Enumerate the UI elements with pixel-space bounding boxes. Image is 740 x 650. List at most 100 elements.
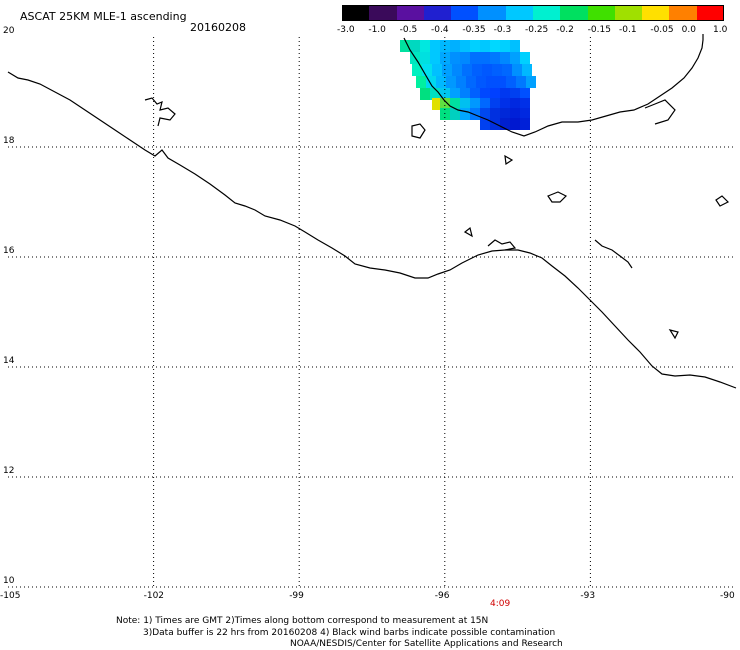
swath-cell <box>510 118 520 130</box>
swath-cell <box>490 52 500 64</box>
colorbar-tick-label: -3.0 <box>337 25 355 35</box>
latitude-label: 16 <box>3 246 15 256</box>
swath-cell <box>420 40 430 52</box>
product-title: ASCAT 25KM MLE-1 ascending <box>20 10 187 23</box>
swath-cell <box>416 76 426 88</box>
swath-cell <box>432 64 442 76</box>
swath-cell <box>450 88 460 100</box>
ascat-swath <box>400 40 536 130</box>
latitude-label: 12 <box>3 466 15 476</box>
swath-cell <box>476 76 486 88</box>
swath-cell <box>480 98 490 110</box>
swath-cell <box>460 88 470 100</box>
swath-cell <box>472 64 482 76</box>
swath-cell <box>430 40 440 52</box>
colorbar-segment <box>587 5 616 21</box>
swath-cell <box>462 64 472 76</box>
grid-lines <box>8 37 736 588</box>
swath-cell <box>460 40 470 52</box>
swath-cell <box>440 98 450 110</box>
swath-cell <box>500 98 510 110</box>
colorbar-tick-label: -0.25 <box>525 25 549 35</box>
longitude-label: -99 <box>289 591 304 601</box>
latitude-label: 20 <box>3 26 15 36</box>
swath-cell <box>520 108 530 120</box>
colorbar-segment <box>451 5 479 21</box>
swath-cell <box>422 64 432 76</box>
swath-cell <box>492 64 502 76</box>
colorbar-tick-label: -0.5 <box>399 25 418 35</box>
swath-cell <box>500 108 510 120</box>
swath-cell <box>500 118 510 130</box>
swath-cell <box>480 108 490 120</box>
swath-cell <box>456 76 466 88</box>
colorbar-tick-label: -0.35 <box>462 25 486 35</box>
note-line-2: 3)Data buffer is 22 hrs from 20160208 4)… <box>143 628 556 638</box>
swath-cell <box>520 118 530 130</box>
colorbar-tick-label: -0.05 <box>650 25 674 35</box>
swath-cell <box>490 40 500 52</box>
colorbar-segment <box>369 5 398 21</box>
swath-cell <box>470 40 480 52</box>
swath-cell <box>520 52 530 64</box>
colorbar-segment <box>533 5 561 21</box>
product-date: 20160208 <box>190 21 246 34</box>
swath-cell <box>500 52 510 64</box>
colorbar-tick-label: 0.0 <box>681 25 696 35</box>
swath-cell <box>470 108 480 120</box>
swath-cell <box>412 64 422 76</box>
longitude-label: -105 <box>0 591 21 601</box>
swath-cell <box>490 88 500 100</box>
swath-cell <box>516 76 526 88</box>
longitude-label: -96 <box>434 591 450 601</box>
colorbar-tick-label: -0.2 <box>556 25 574 35</box>
swath-cell <box>450 98 460 110</box>
note-line-3: NOAA/NESDIS/Center for Satellite Applica… <box>290 639 563 649</box>
swath-cell <box>512 64 522 76</box>
swath-cell <box>496 76 506 88</box>
colorbar-segment <box>560 5 589 21</box>
colorbar-segment <box>696 5 725 21</box>
colorbar-tick-label: 1.0 <box>713 25 728 35</box>
swath-cell <box>430 52 440 64</box>
colorbar-tick-label: -0.3 <box>493 25 512 35</box>
coastline <box>7 34 737 389</box>
colorbar-segment <box>396 5 425 21</box>
swath-cell <box>480 88 490 100</box>
swath-cell <box>510 98 520 110</box>
swath-cell <box>420 88 430 100</box>
swath-cell <box>450 40 460 52</box>
colorbar-segment <box>505 5 534 21</box>
swath-cell <box>510 40 520 52</box>
longitude-label: -90 <box>720 591 735 601</box>
swath-cell <box>520 88 530 100</box>
swath-cell <box>452 64 462 76</box>
colorbar-tick-label: -0.4 <box>431 25 449 35</box>
swath-cell <box>470 98 480 110</box>
pass-time-label: 4:09 <box>490 599 511 609</box>
latitude-label: 18 <box>3 136 15 146</box>
colorbar-tick-label: -1.0 <box>368 25 386 35</box>
colorbar-segment <box>423 5 452 21</box>
longitude-label: -102 <box>143 591 165 601</box>
swath-cell <box>460 108 470 120</box>
swath-cell <box>510 88 520 100</box>
swath-cell <box>500 88 510 100</box>
swath-cell <box>510 52 520 64</box>
swath-cell <box>482 64 492 76</box>
longitude-label: -93 <box>580 591 596 601</box>
note-line-1: Note: 1) Times are GMT 2)Times along bot… <box>116 616 489 626</box>
swath-cell <box>466 76 476 88</box>
swath-cell <box>480 52 490 64</box>
latitude-label: 10 <box>3 576 15 586</box>
swath-cell <box>446 76 456 88</box>
colorbar-frame <box>342 5 724 21</box>
swath-cell <box>442 64 452 76</box>
swath-cell <box>520 98 530 110</box>
swath-cell <box>426 76 436 88</box>
swath-cell <box>506 76 516 88</box>
colorbar-segment <box>478 5 507 21</box>
swath-cell <box>490 108 500 120</box>
swath-cell <box>430 88 440 100</box>
